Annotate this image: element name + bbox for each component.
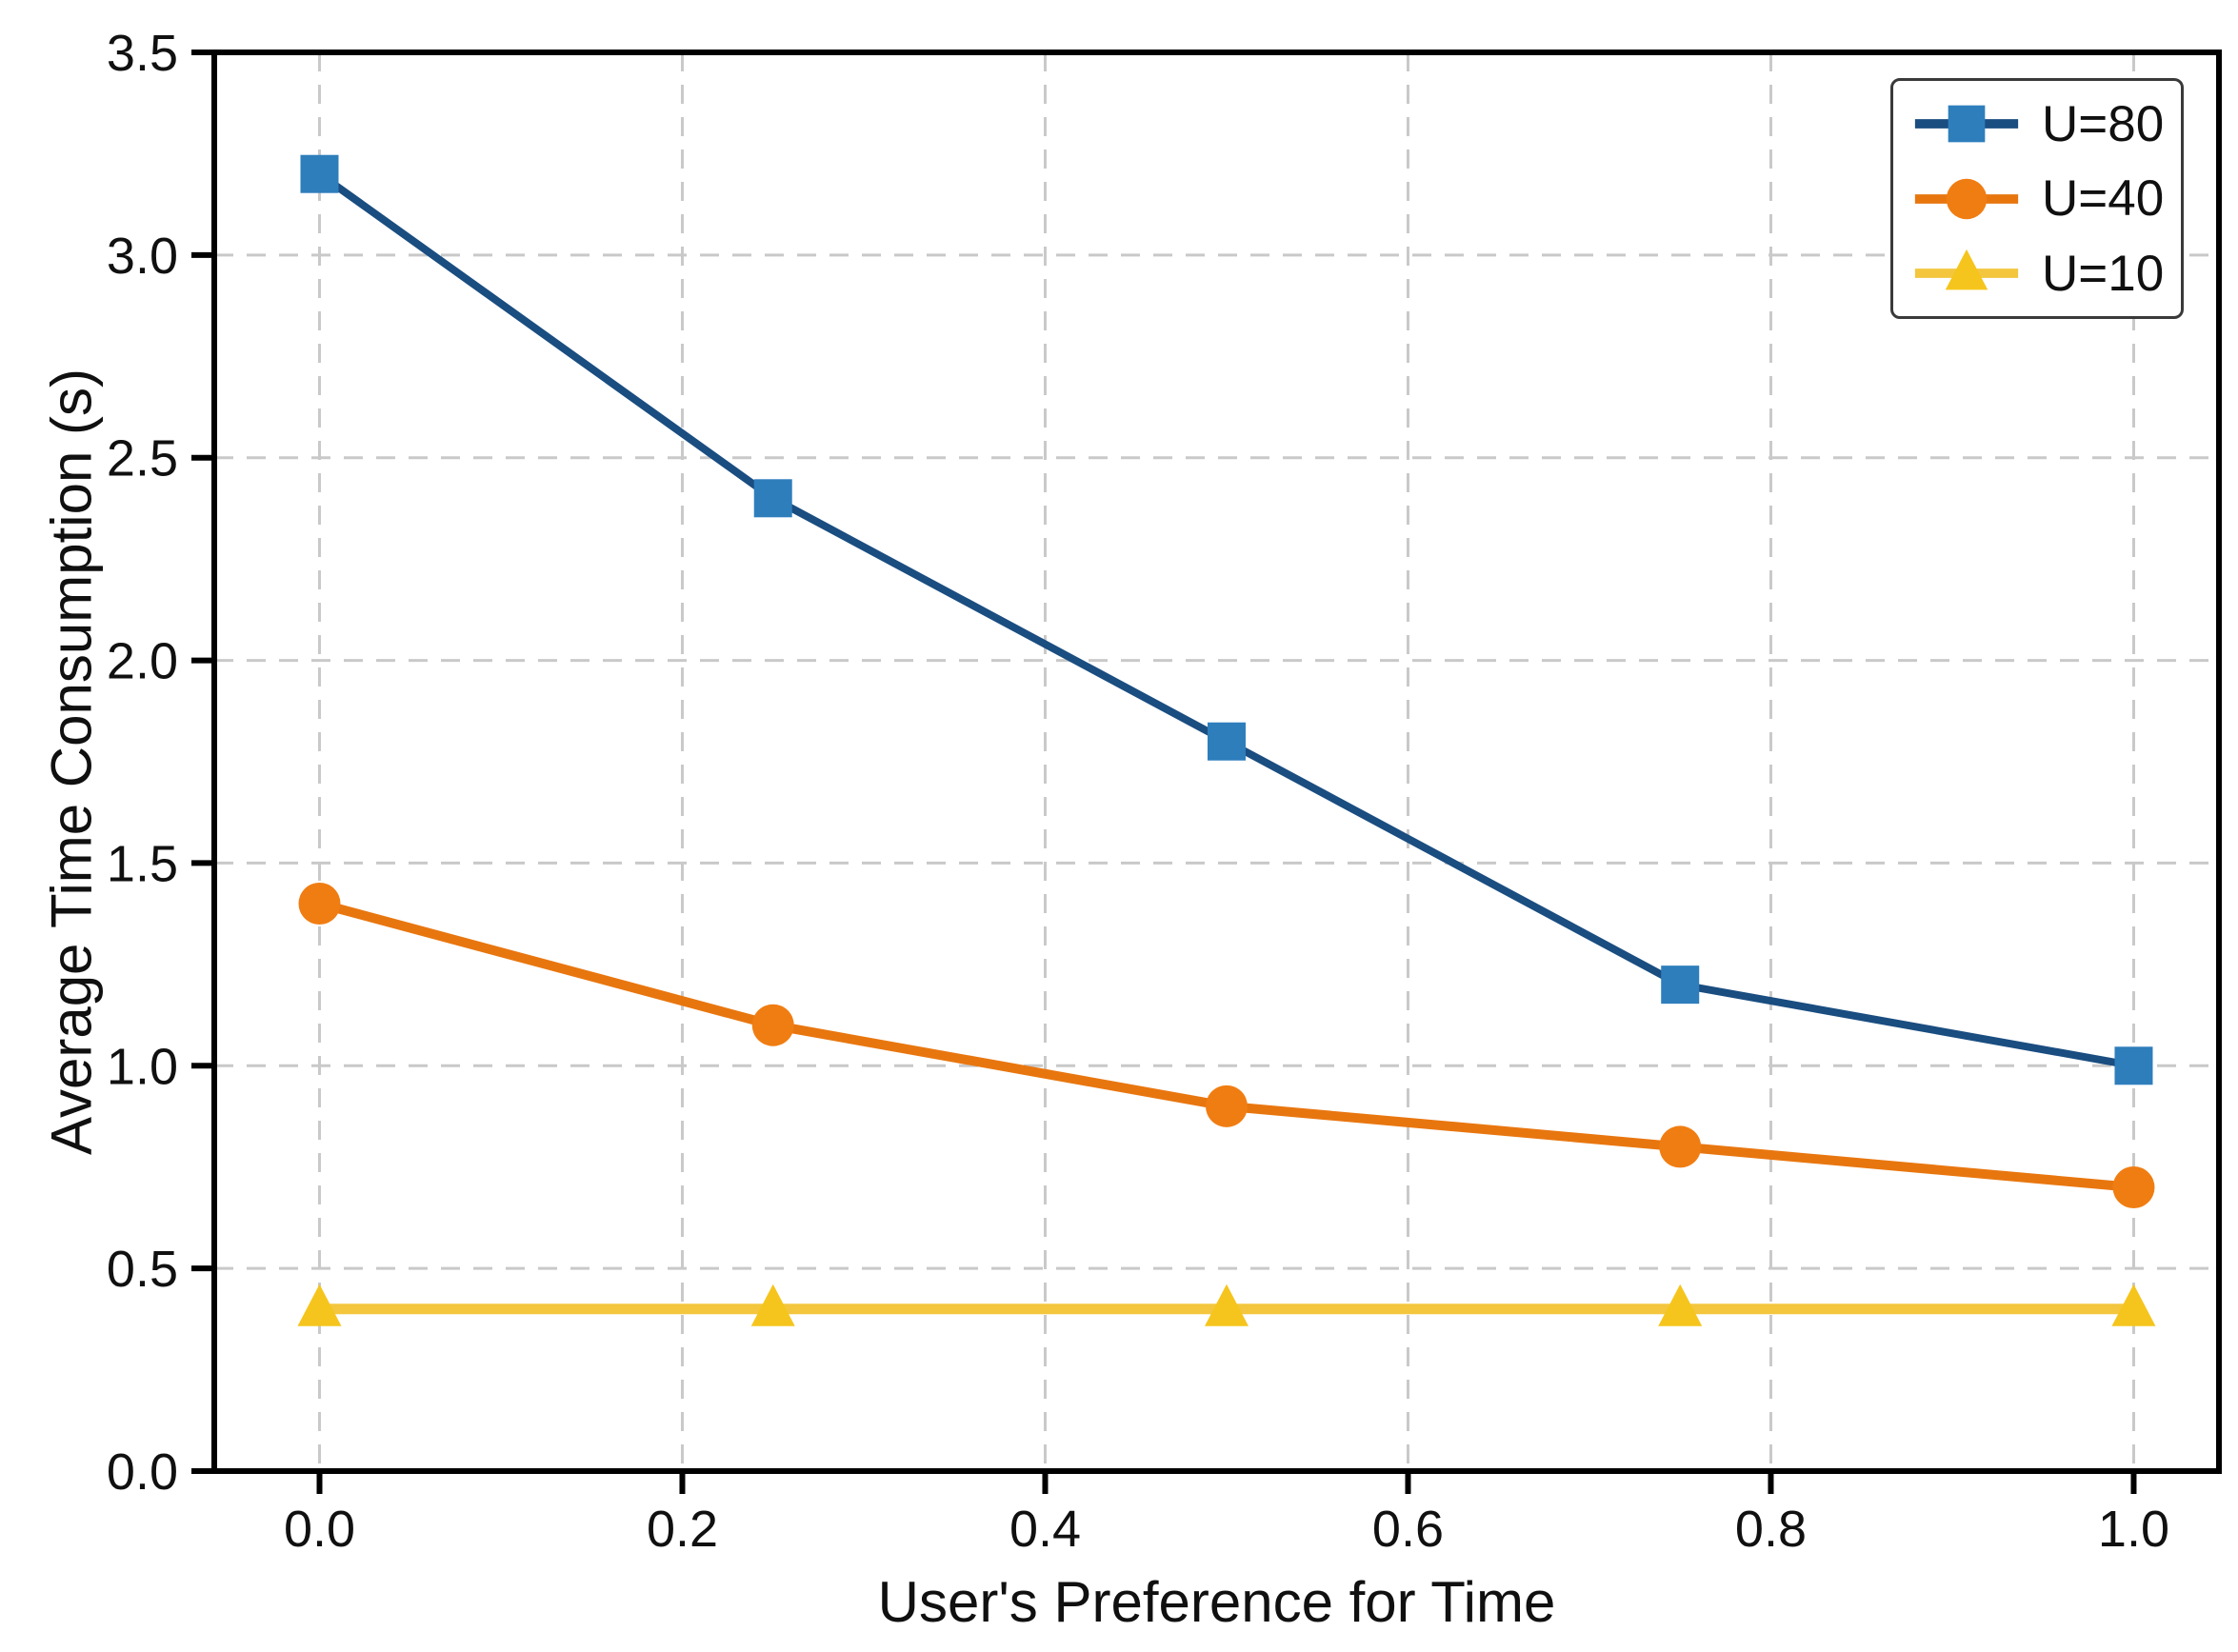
legend-item: U=80 bbox=[1910, 96, 2164, 151]
legend-item-label: U=10 bbox=[2042, 245, 2165, 302]
y-tick-label: 2.0 bbox=[107, 633, 178, 690]
plot-border bbox=[211, 50, 2222, 1474]
data-point bbox=[1658, 1284, 1703, 1326]
legend-marker bbox=[1948, 105, 1986, 143]
data-point bbox=[1661, 965, 1700, 1005]
legend-marker bbox=[1945, 249, 1988, 290]
x-tick-label: 0.0 bbox=[284, 1501, 355, 1558]
y-tick-label: 3.0 bbox=[107, 228, 178, 285]
x-tick-label: 0.2 bbox=[647, 1501, 718, 1558]
data-point bbox=[1659, 1125, 1702, 1168]
data-point bbox=[750, 1284, 795, 1326]
data-point bbox=[2114, 1046, 2153, 1085]
data-point bbox=[1207, 722, 1246, 761]
legend-item: U=10 bbox=[1910, 246, 2164, 301]
y-tick-label: 0.0 bbox=[107, 1443, 178, 1501]
y-tick-label: 1.0 bbox=[107, 1038, 178, 1095]
y-tick-label: 0.5 bbox=[107, 1241, 178, 1298]
legend-item-label: U=40 bbox=[2042, 170, 2165, 227]
x-tick-label: 0.6 bbox=[1372, 1501, 1444, 1558]
x-axis-label: User's Preference for Time bbox=[877, 1570, 1556, 1634]
y-axis-label: Average Time Consumption (s) bbox=[39, 368, 104, 1155]
y-tick-label: 3.5 bbox=[107, 25, 178, 82]
data-point bbox=[2112, 1166, 2155, 1208]
data-point bbox=[1204, 1284, 1249, 1326]
series-line-u-40 bbox=[314, 899, 2139, 1192]
legend-marker bbox=[1946, 178, 1988, 219]
data-point bbox=[297, 1284, 342, 1326]
series-line-u-80 bbox=[315, 169, 2138, 1070]
square-marker-icon bbox=[1914, 105, 2019, 143]
y-tick-label: 1.5 bbox=[107, 835, 178, 892]
triangle-marker-icon bbox=[1914, 249, 2019, 290]
legend-item: U=40 bbox=[1910, 171, 2164, 227]
x-tick-label: 0.8 bbox=[1735, 1501, 1807, 1558]
data-point bbox=[300, 154, 339, 193]
data-point bbox=[1205, 1085, 1248, 1127]
data-point bbox=[298, 883, 341, 925]
data-point bbox=[751, 1004, 794, 1046]
x-tick-label: 0.4 bbox=[1009, 1501, 1081, 1558]
data-point bbox=[753, 479, 792, 518]
y-tick-label: 2.5 bbox=[107, 430, 178, 488]
x-tick-label: 1.0 bbox=[2098, 1501, 2169, 1558]
data-point bbox=[2111, 1284, 2156, 1326]
legend-item-label: U=80 bbox=[2042, 95, 2165, 152]
legend: U=80 U=40 U=10 bbox=[1890, 78, 2184, 319]
circle-marker-icon bbox=[1914, 178, 2019, 219]
